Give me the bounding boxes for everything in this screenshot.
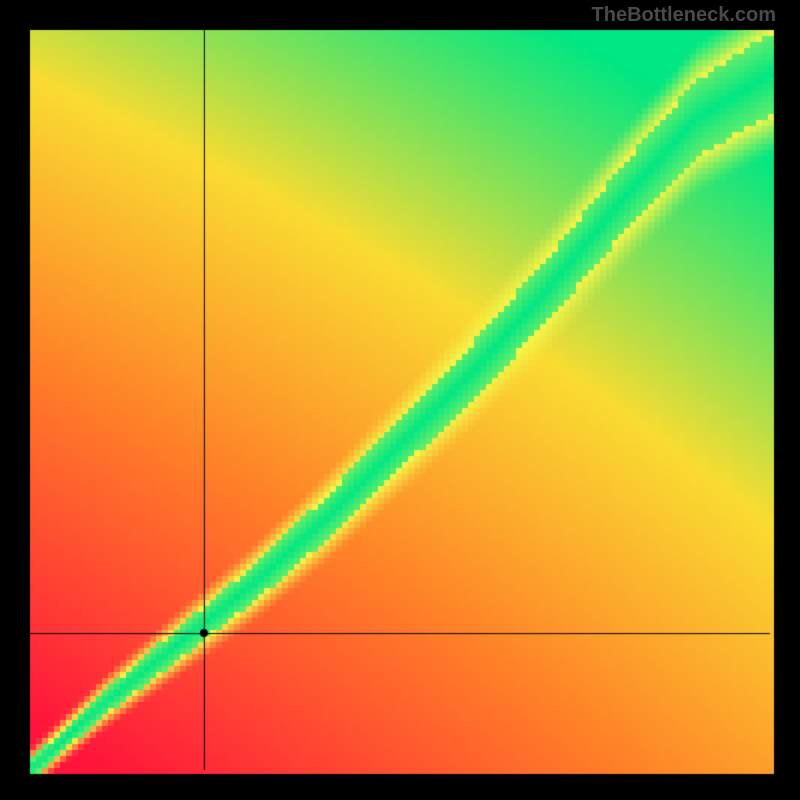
watermark-text: TheBottleneck.com [592,4,776,27]
heatmap-plot [0,0,800,800]
